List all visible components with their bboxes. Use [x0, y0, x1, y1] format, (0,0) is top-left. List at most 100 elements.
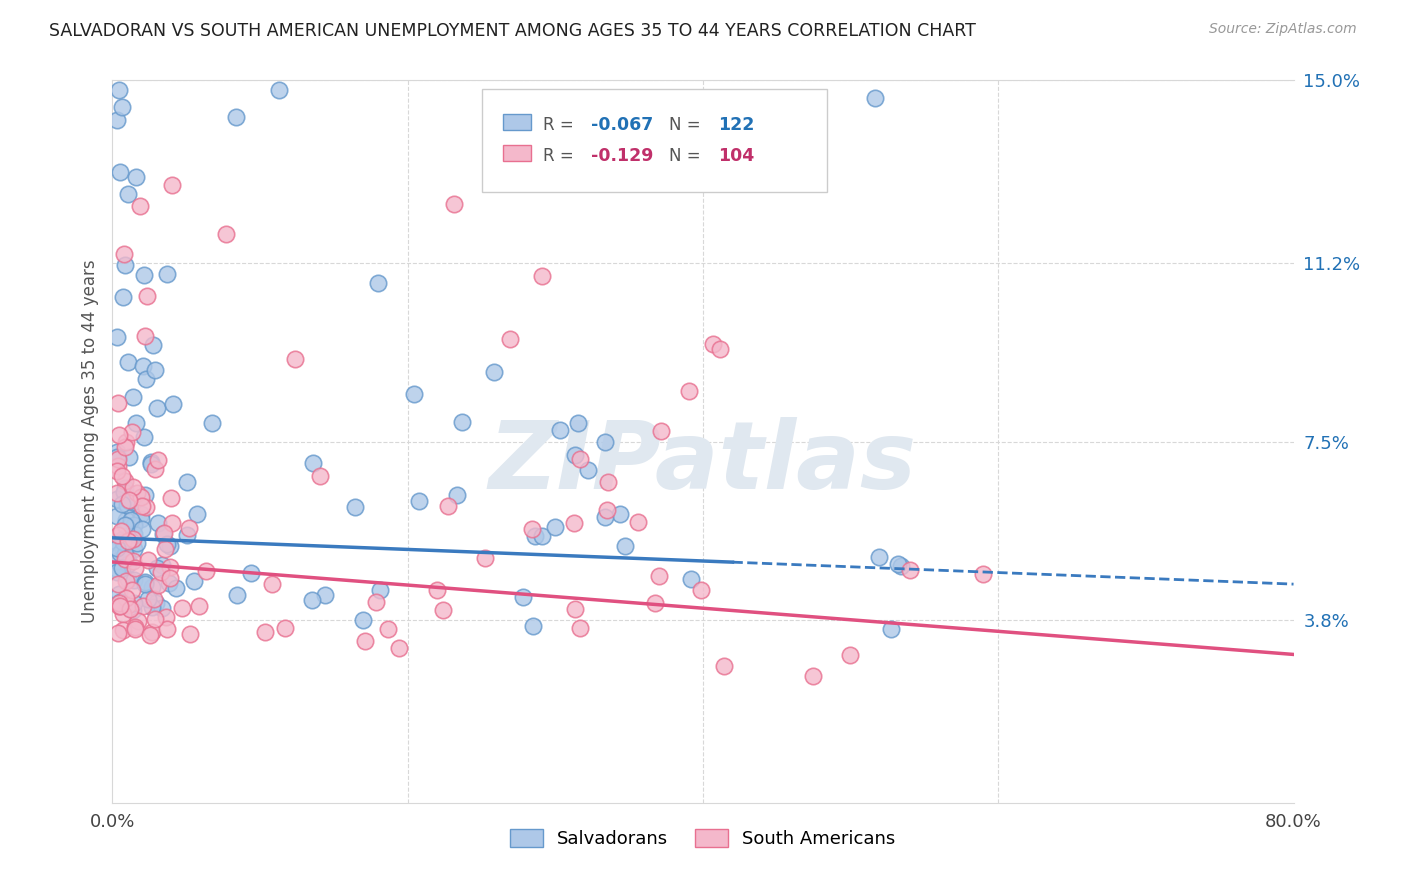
Point — [179, 627, 201, 641]
Point — [162, 397, 184, 411]
Point — [531, 529, 554, 543]
Point — [898, 563, 921, 577]
Point — [377, 622, 399, 636]
Point — [367, 277, 389, 291]
Point — [134, 329, 156, 343]
Point — [284, 351, 307, 366]
Point — [112, 623, 135, 637]
Point — [111, 100, 134, 114]
Point — [152, 526, 174, 541]
Point — [579, 167, 602, 181]
Point — [155, 610, 177, 624]
Point — [129, 507, 152, 521]
Point — [107, 396, 129, 410]
Point — [148, 453, 170, 467]
Point — [609, 507, 631, 521]
Point — [107, 599, 129, 613]
Point — [125, 169, 148, 184]
Point — [564, 448, 586, 462]
Point — [124, 595, 146, 609]
Point — [115, 434, 138, 449]
Point — [593, 510, 616, 524]
Point — [149, 566, 172, 580]
Point — [170, 601, 193, 615]
Point — [112, 543, 135, 558]
Point — [562, 516, 585, 530]
Point — [122, 603, 145, 617]
Point — [596, 503, 619, 517]
Y-axis label: Unemployment Among Ages 35 to 44 years: Unemployment Among Ages 35 to 44 years — [80, 260, 98, 624]
Point — [522, 618, 544, 632]
Point — [114, 574, 136, 589]
Point — [366, 595, 388, 609]
Point — [301, 593, 323, 607]
Point — [122, 541, 145, 556]
Point — [107, 452, 129, 467]
Point — [120, 513, 142, 527]
Point — [131, 500, 153, 514]
Point — [436, 499, 458, 513]
Point — [160, 491, 183, 506]
Point — [117, 572, 139, 586]
Point — [880, 622, 903, 636]
Point — [107, 577, 129, 591]
Point — [153, 525, 176, 540]
Point — [446, 488, 468, 502]
Point — [121, 391, 143, 405]
Point — [709, 343, 731, 357]
Point — [146, 577, 169, 591]
Point — [801, 669, 824, 683]
Point — [115, 551, 138, 566]
Point — [567, 416, 589, 430]
Point — [627, 515, 650, 529]
Text: R =: R = — [543, 116, 579, 134]
Point — [110, 599, 132, 613]
Text: -0.067: -0.067 — [591, 116, 652, 134]
Point — [117, 558, 139, 572]
Point — [262, 576, 284, 591]
Point — [111, 607, 134, 622]
Point — [114, 547, 136, 561]
Point — [177, 521, 200, 535]
Point — [150, 601, 173, 615]
Point — [131, 599, 153, 614]
Point — [129, 512, 152, 526]
Point — [134, 575, 156, 590]
Point — [121, 583, 143, 598]
Point — [121, 480, 143, 494]
Point — [451, 415, 474, 429]
Point — [863, 90, 886, 104]
Point — [105, 445, 128, 459]
Point — [125, 536, 148, 550]
Point — [195, 564, 218, 578]
Point — [240, 566, 263, 580]
Point — [160, 178, 183, 193]
Point — [678, 384, 700, 398]
Point — [596, 475, 619, 489]
Text: ZIPatlas: ZIPatlas — [489, 417, 917, 509]
Point — [157, 575, 180, 590]
Point — [105, 508, 128, 523]
Point — [159, 539, 181, 553]
Point — [110, 524, 132, 538]
Point — [136, 289, 159, 303]
Point — [108, 164, 131, 178]
Point — [124, 620, 146, 634]
Point — [141, 454, 163, 468]
Point — [143, 362, 166, 376]
Point — [143, 612, 166, 626]
Point — [141, 624, 163, 639]
Point — [141, 580, 163, 594]
Point — [225, 588, 247, 602]
Point — [593, 435, 616, 450]
Point — [114, 512, 136, 526]
Point — [188, 599, 211, 614]
Point — [114, 481, 136, 495]
Point — [868, 549, 890, 564]
Point — [108, 595, 131, 609]
Point — [135, 500, 157, 514]
Text: -0.129: -0.129 — [591, 147, 652, 165]
Point — [105, 464, 128, 478]
Point — [117, 355, 139, 369]
Point — [162, 516, 184, 531]
